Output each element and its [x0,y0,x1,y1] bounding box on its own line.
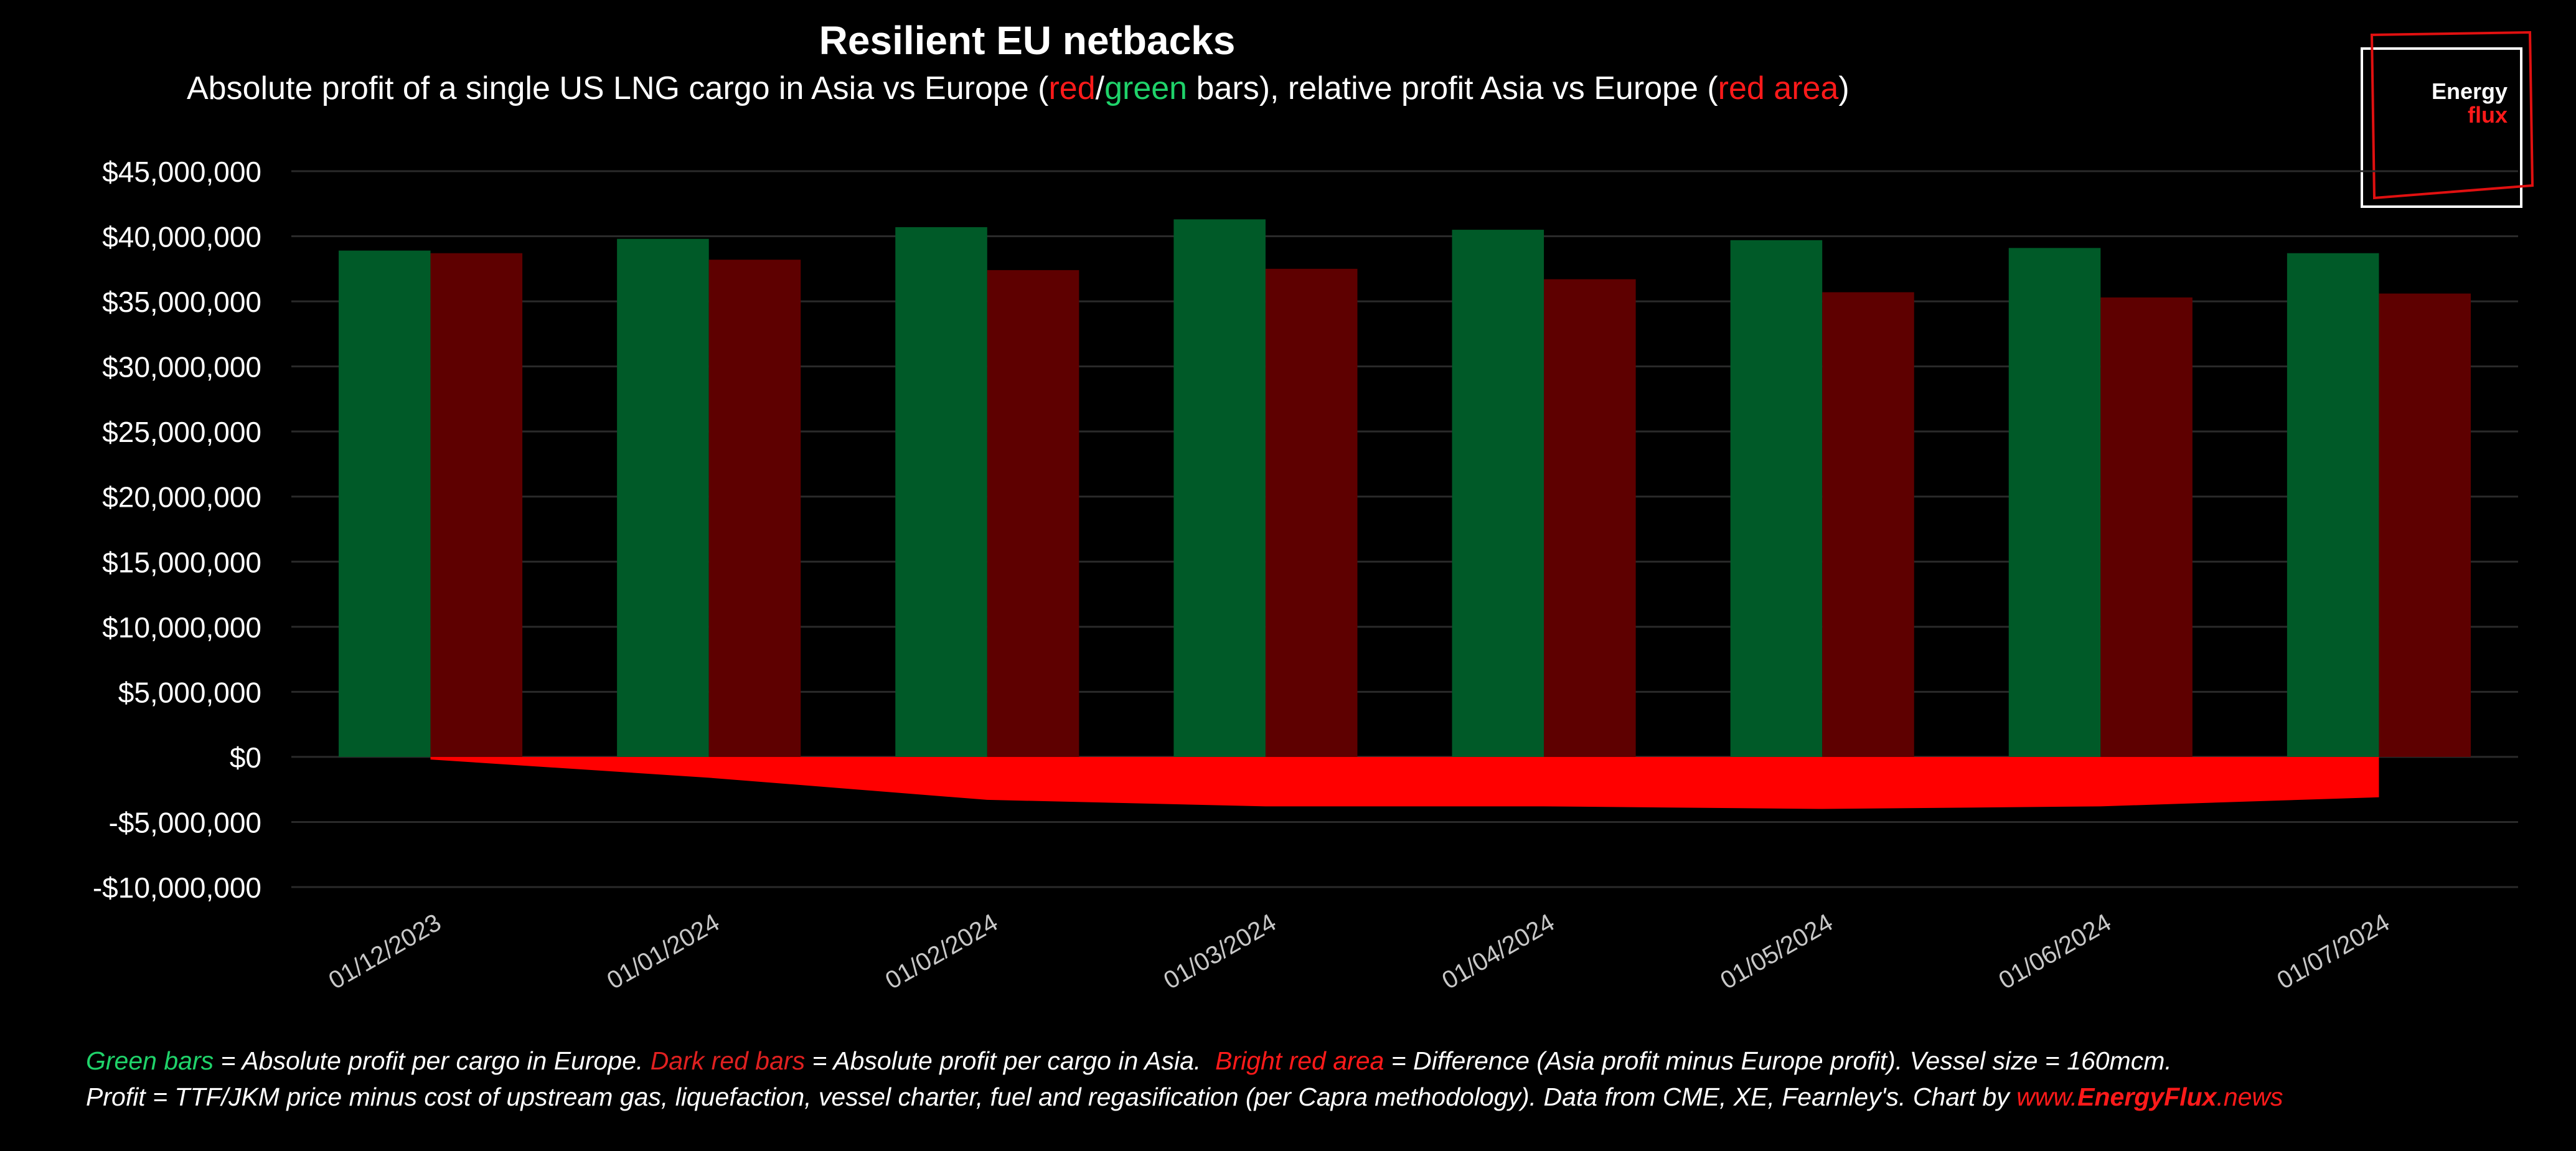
y-tick-label: $0 [230,741,261,774]
subtitle-part3: ) [1838,70,1850,106]
footnote-methodology: Profit = TTF/JKM price minus cost of ups… [86,1083,2017,1111]
energyflux-logo: Energy flux [2359,30,2534,210]
bar-europe [339,250,431,757]
x-tick-label: 01/12/2023 [324,909,446,995]
link-prefix: www. [2016,1083,2078,1111]
bar-asia [1265,268,1358,757]
y-tick-label: $15,000,000 [102,546,261,578]
subtitle-red-area-word: red area [1718,70,1839,106]
x-axis: 01/12/2023 01/01/2024 01/02/2024 01/03/2024… [324,909,2394,995]
x-tick-label: 01/01/2024 [603,909,724,995]
energyflux-link[interactable]: www.EnergyFlux.news [2016,1083,2283,1111]
bar-asia [2100,297,2193,757]
link-bold: EnergyFlux [2077,1083,2217,1111]
bar-europe [2287,253,2379,757]
chart-title: Resilient EU netbacks [819,18,1236,63]
y-tick-label: $40,000,000 [102,221,261,253]
chart-subtitle: Absolute profit of a single US LNG cargo… [187,70,1850,107]
y-tick-label: $25,000,000 [102,416,261,448]
bar-asia [987,270,1079,757]
x-tick-label: 01/06/2024 [1994,909,2115,995]
y-axis: $45,000,000 $40,000,000 $35,000,000 $30,000… [93,156,261,904]
footnote-bright-red-label: Bright red area [1215,1046,1384,1075]
bar-europe [617,238,709,757]
footnote-text-c: = Difference (Asia profit minus Europe p… [1384,1046,2172,1075]
logo-text: Energy flux [2432,80,2508,127]
bar-europe [895,227,987,757]
y-tick-label: $20,000,000 [102,481,261,514]
y-tick-label: -$10,000,000 [93,871,261,904]
footnote-green-label: Green bars [86,1046,214,1075]
x-tick-label: 01/03/2024 [1159,909,1281,995]
x-tick-label: 01/04/2024 [1437,909,1559,995]
x-tick-label: 01/07/2024 [2273,909,2394,995]
logo-line1: Energy [2431,78,2508,104]
logo-frame-icon [2361,31,2534,208]
logo-line2: flux [2467,102,2508,128]
footnote-text-a: = Absolute profit per cargo in Europe. [214,1046,651,1075]
footnote-dark-red-label: Dark red bars [650,1046,806,1075]
chart-footnote: Green bars = Absolute profit per cargo i… [86,1043,2283,1115]
bar-europe [2008,248,2101,757]
y-tick-label: $5,000,000 [118,676,261,708]
footnote-line2: Profit = TTF/JKM price minus cost of ups… [86,1079,2283,1115]
y-tick-label: $45,000,000 [102,156,261,188]
bar-layer [339,219,2471,757]
bar-asia [2379,293,2471,757]
subtitle-part2: bars), relative profit Asia vs Europe ( [1187,70,1718,106]
y-tick-label: -$5,000,000 [108,806,261,839]
footnote-line1: Green bars = Absolute profit per cargo i… [86,1043,2283,1079]
link-suffix: .news [2216,1083,2283,1111]
subtitle-red-word: red [1048,70,1096,106]
x-tick-label: 01/05/2024 [1716,909,1837,995]
subtitle-part1: Absolute profit of a single US LNG cargo… [187,70,1049,106]
bar-europe [1730,240,1823,757]
footnote-text-b: = Absolute profit per cargo in Asia. [805,1046,1216,1075]
bar-asia [1544,279,1636,757]
subtitle-slash: / [1095,70,1105,106]
bar-asia [430,253,523,757]
difference-area-layer [430,756,2379,809]
y-tick-label: $30,000,000 [102,351,261,383]
y-tick-label: $35,000,000 [102,286,261,318]
bar-europe [1452,230,1544,757]
bar-asia [1822,292,1914,757]
bar-europe [1173,219,1266,757]
y-tick-label: $10,000,000 [102,611,261,644]
subtitle-green-word: green [1104,70,1188,106]
x-tick-label: 01/02/2024 [881,909,1002,995]
bar-asia [708,260,801,757]
difference-area [430,756,2379,809]
